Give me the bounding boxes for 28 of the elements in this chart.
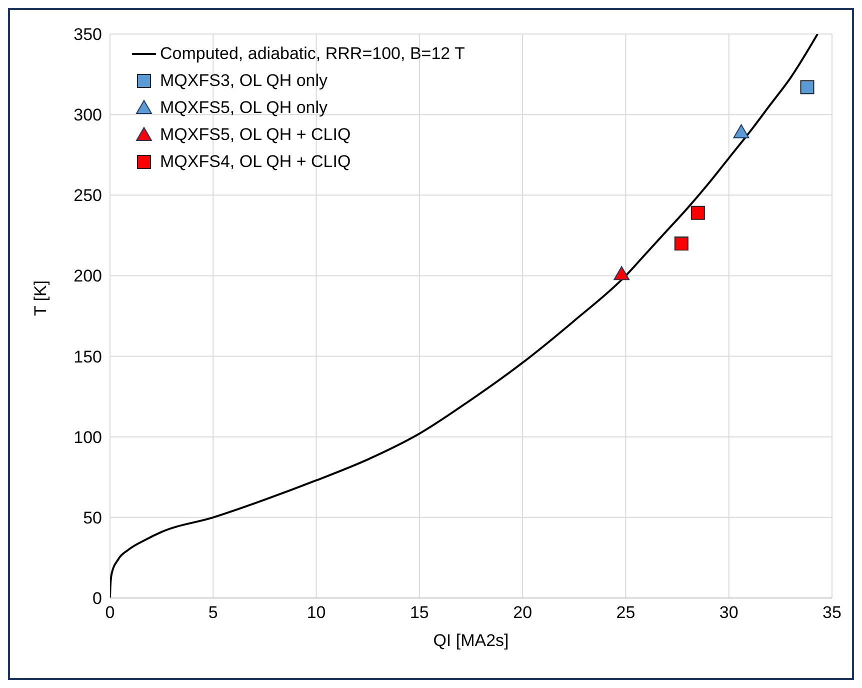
x-axis-title: QI [MA2s] [433, 631, 509, 650]
y-tick-label: 200 [74, 266, 102, 286]
y-tick-label: 100 [74, 428, 102, 447]
y-tick-label: 150 [74, 347, 102, 366]
point [800, 80, 814, 94]
x-tick-label: 25 [616, 603, 636, 622]
point [614, 266, 630, 280]
x-tick-label: 0 [105, 603, 115, 622]
legend-label: MQXFS3, OL QH only [160, 70, 328, 92]
y-tick-label: 350 [74, 25, 102, 44]
point [733, 124, 750, 138]
y-tick-label: 250 [74, 186, 102, 206]
y-tick-label: 50 [83, 508, 102, 528]
legend-label: MQXFS4, OL QH + CLIQ [160, 151, 351, 173]
x-tick-label: 35 [822, 603, 842, 622]
point [674, 236, 688, 250]
point [690, 206, 705, 220]
legend-label: MQXFS5, OL QH + CLIQ [160, 124, 351, 146]
legend-label: Computed, adiabatic, RRR=100, B=12 T [160, 43, 465, 65]
y-tick-label: 300 [74, 106, 102, 125]
x-tick-label: 5 [208, 603, 218, 622]
x-tick-label: 15 [410, 603, 429, 622]
x-tick-label: 30 [719, 603, 738, 622]
x-tick-label: 20 [513, 603, 532, 622]
legend-label: MQXFS5, OL QH only [160, 97, 328, 119]
x-tick-label: 10 [306, 603, 326, 622]
y-axis-title: T [K] [31, 280, 50, 316]
y-tick-label: 0 [92, 589, 102, 608]
